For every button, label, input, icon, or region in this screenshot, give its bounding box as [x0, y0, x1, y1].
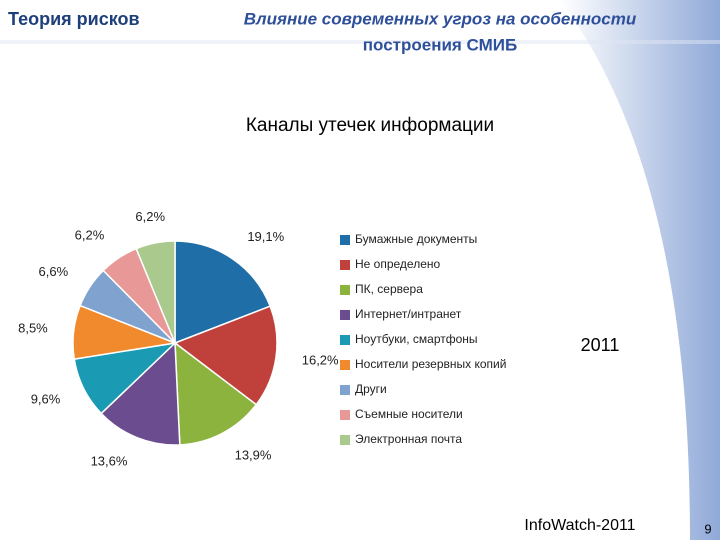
legend-swatch — [340, 260, 350, 270]
chart-title: Каналы утечек информации — [246, 115, 494, 136]
legend-label: ПК, сервера — [355, 282, 423, 296]
page-number: 9 — [704, 521, 711, 536]
legend-label: Не определено — [355, 257, 441, 271]
slide-title: Влияние современных угроз на особенности — [244, 9, 637, 28]
legend-swatch — [340, 360, 350, 370]
value-label: 9,6% — [31, 391, 61, 406]
pie-slice — [135, 240, 176, 344]
legend-label: Носители резервных копий — [355, 357, 506, 371]
pie-slice — [100, 341, 181, 446]
legend-swatch — [340, 335, 350, 345]
pie-slice — [174, 240, 272, 345]
legend-label: Съемные носители — [355, 407, 463, 421]
value-label: 6,2% — [135, 209, 165, 224]
legend-swatch — [340, 385, 350, 395]
legend-swatch — [340, 235, 350, 245]
value-label: 13,6% — [91, 453, 128, 468]
value-label: 8,5% — [18, 321, 48, 336]
slide-title: построения СМИБ — [363, 35, 517, 54]
value-label: 6,6% — [39, 264, 69, 279]
decoration — [560, 0, 720, 540]
legend-swatch — [340, 310, 350, 320]
pie-slice — [174, 341, 258, 446]
legend-label: Бумажные документы — [355, 232, 477, 246]
legend-label: Интернет/интранет — [355, 307, 462, 321]
value-label: 16,2% — [302, 352, 339, 367]
value-label: 19,1% — [247, 229, 284, 244]
pie-slice — [173, 305, 278, 406]
annotation: 2011 — [581, 335, 620, 355]
legend-swatch — [340, 410, 350, 420]
header-band — [0, 40, 720, 44]
section-title: Теория рисков — [8, 9, 140, 29]
legend-label: Други — [355, 382, 387, 396]
legend-swatch — [340, 285, 350, 295]
value-label: 13,9% — [235, 448, 272, 463]
legend-label: Ноутбуки, смартфоны — [355, 332, 478, 346]
legend-label: Электронная почта — [355, 432, 462, 446]
value-label: 6,2% — [75, 228, 105, 243]
legend-swatch — [340, 435, 350, 445]
footer-source: InfoWatch-2011 — [524, 517, 635, 534]
